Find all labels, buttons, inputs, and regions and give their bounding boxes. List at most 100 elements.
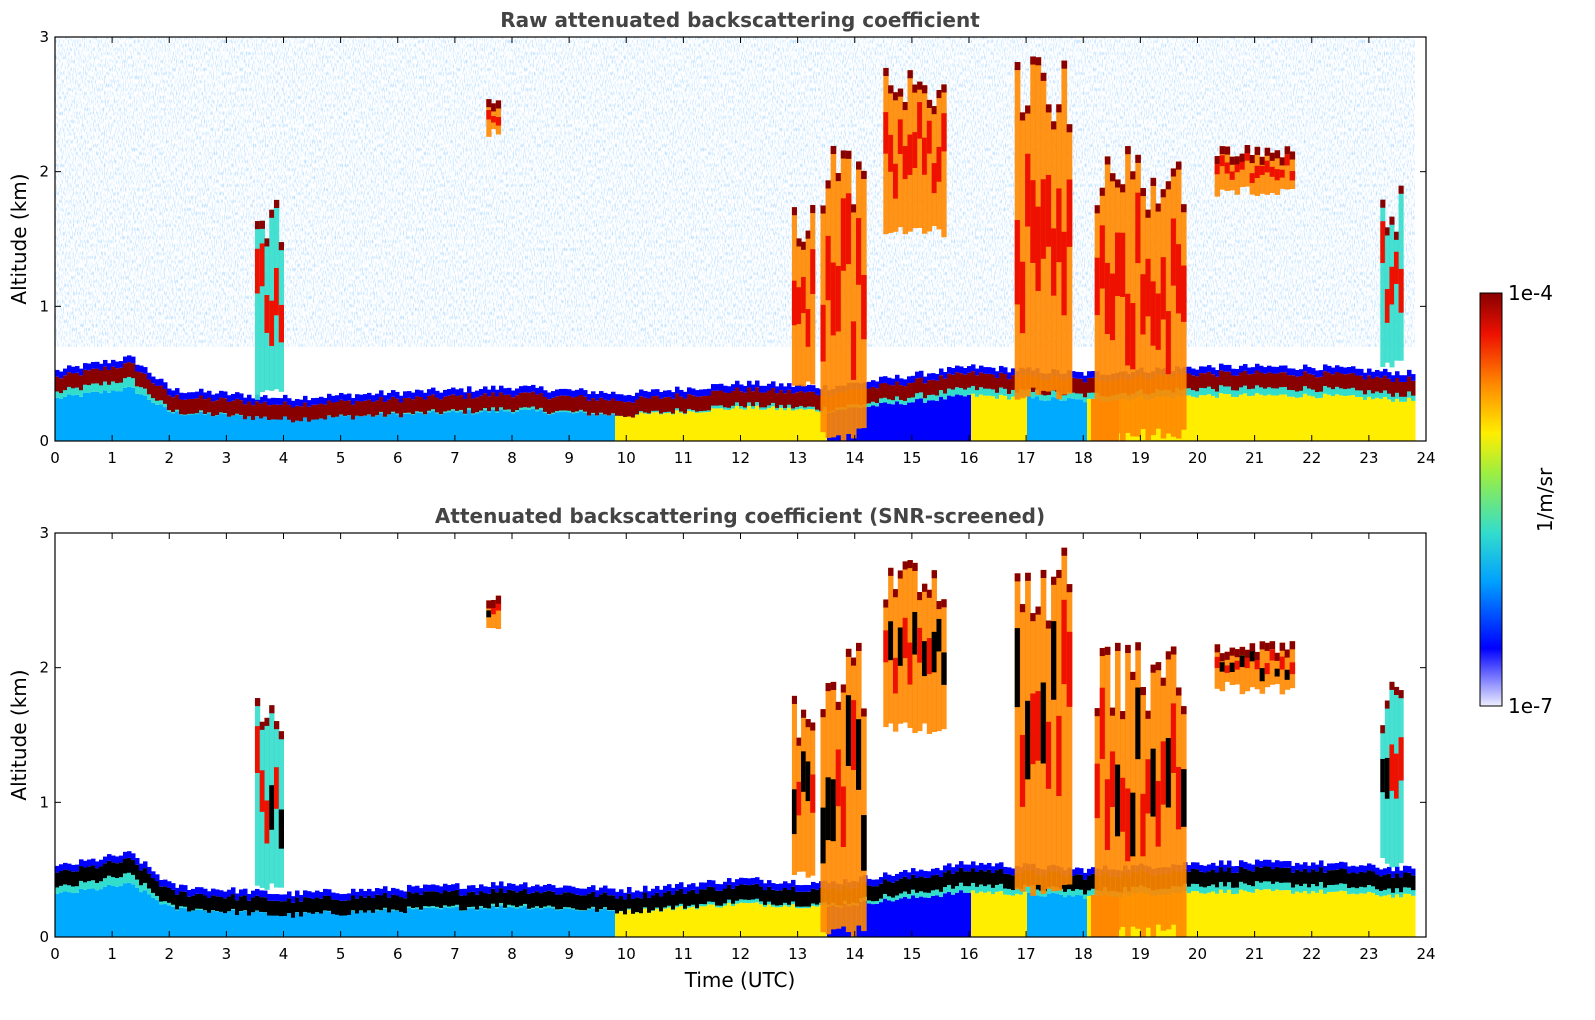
cloud-core <box>269 785 275 830</box>
boundary-layer-band <box>359 895 364 911</box>
mixed-layer-cell <box>451 411 456 441</box>
cloud-cell <box>1125 146 1131 433</box>
boundary-layer-edge <box>711 880 716 888</box>
mixed-layer-cell <box>1291 893 1296 937</box>
cloud-core <box>805 761 811 802</box>
boundary-layer-edge <box>419 390 424 398</box>
boundary-layer-edge <box>103 856 108 864</box>
mixed-layer-cell <box>891 901 896 937</box>
cloud-core <box>278 809 284 849</box>
boundary-layer-edge <box>471 391 476 399</box>
boundary-layer-edge <box>687 884 692 892</box>
mixed-layer-cell <box>787 407 792 441</box>
boundary-layer-band <box>63 869 68 885</box>
mixed-layer-cell <box>715 907 720 937</box>
colorbar: 1e-4 1e-7 1/m/sr <box>1479 281 1557 718</box>
mixed-layer-cell <box>1227 394 1232 441</box>
mixed-layer-cell <box>1215 882 1220 894</box>
boundary-layer-edge <box>1359 368 1364 376</box>
cloud-cell <box>1259 156 1266 194</box>
cloud-top <box>264 717 270 726</box>
cloud-top <box>1398 185 1404 194</box>
mixed-layer-cell <box>931 884 936 896</box>
mixed-layer-cell <box>1059 894 1064 937</box>
boundary-layer-edge <box>227 395 232 402</box>
boundary-layer-band <box>1255 370 1260 386</box>
boundary-layer-band <box>623 402 628 417</box>
boundary-layer-edge <box>175 887 180 895</box>
mixed-layer-cell <box>1059 400 1064 441</box>
mixed-layer-cell <box>55 397 60 441</box>
boundary-layer-band <box>423 891 428 907</box>
boundary-layer-edge <box>239 393 244 401</box>
mixed-layer-cell <box>139 394 144 441</box>
boundary-layer-edge <box>167 881 172 888</box>
mixed-layer-cell <box>967 881 972 893</box>
boundary-layer-edge <box>335 893 340 900</box>
mixed-layer-cell <box>1251 892 1256 937</box>
boundary-layer-edge <box>915 871 920 878</box>
boundary-layer-band <box>403 398 408 413</box>
boundary-layer-band <box>711 390 716 406</box>
mixed-layer-cell <box>871 405 876 441</box>
boundary-layer-band <box>139 372 144 388</box>
cloud-top <box>278 242 284 251</box>
boundary-layer-band <box>679 396 684 412</box>
boundary-layer-band <box>615 400 620 416</box>
mixed-layer-cell <box>67 381 72 395</box>
mixed-layer-cell <box>455 412 460 441</box>
boundary-layer-edge <box>115 856 120 864</box>
mixed-layer-cell <box>1259 394 1264 441</box>
boundary-layer-edge <box>919 370 924 378</box>
cloud-core <box>1170 703 1177 773</box>
boundary-layer-band <box>747 387 752 403</box>
boundary-layer-band <box>427 395 432 411</box>
mixed-layer-cell <box>239 911 244 937</box>
mixed-layer-cell <box>983 395 988 441</box>
mixed-layer-cell <box>391 910 396 937</box>
boundary-layer-band <box>123 858 128 874</box>
mixed-layer-cell <box>159 904 164 937</box>
mixed-layer-cell <box>1371 388 1376 400</box>
boundary-layer-band <box>75 871 80 887</box>
mixed-layer-cell <box>1199 881 1204 894</box>
boundary-layer-band <box>139 870 144 886</box>
mixed-layer-cell <box>799 908 804 937</box>
cloud-cell <box>1145 209 1152 441</box>
cloud-top <box>845 150 852 159</box>
boundary-layer-band <box>483 893 488 908</box>
boundary-layer-band <box>307 897 312 913</box>
boundary-layer-band <box>1199 373 1204 388</box>
mixed-layer-cell <box>931 389 936 401</box>
cloud-core <box>856 719 862 790</box>
boundary-layer-edge <box>531 384 536 392</box>
cloud-core <box>856 218 862 285</box>
boundary-layer-edge <box>431 387 436 395</box>
boundary-layer-band <box>539 393 544 408</box>
boundary-layer-edge <box>787 883 792 890</box>
boundary-layer-edge <box>151 376 156 384</box>
cloud-top <box>491 103 497 112</box>
mixed-layer-cell <box>307 912 312 937</box>
cloud-core <box>825 235 832 301</box>
boundary-layer-band <box>599 894 604 910</box>
cloud-top <box>830 681 837 690</box>
boundary-layer-edge <box>1355 368 1360 376</box>
cloud-core <box>1170 218 1177 286</box>
mixed-layer-cell <box>363 912 368 937</box>
cloud-core <box>1224 162 1231 174</box>
boundary-layer-edge <box>975 865 980 872</box>
boundary-layer-edge <box>1255 859 1260 867</box>
cloud-top <box>931 106 937 115</box>
mixed-layer-cell <box>315 418 320 441</box>
x-tick-label: 2 <box>164 449 174 467</box>
boundary-layer-edge <box>155 874 160 882</box>
boundary-layer-band <box>291 902 296 918</box>
boundary-layer-band <box>699 396 704 412</box>
boundary-layer-edge <box>1011 868 1016 876</box>
boundary-layer-band <box>95 368 100 384</box>
mixed-layer-cell <box>811 905 816 937</box>
cloud-top <box>1259 156 1266 165</box>
cloud-top <box>1254 146 1261 155</box>
cloud-core <box>1180 769 1187 827</box>
